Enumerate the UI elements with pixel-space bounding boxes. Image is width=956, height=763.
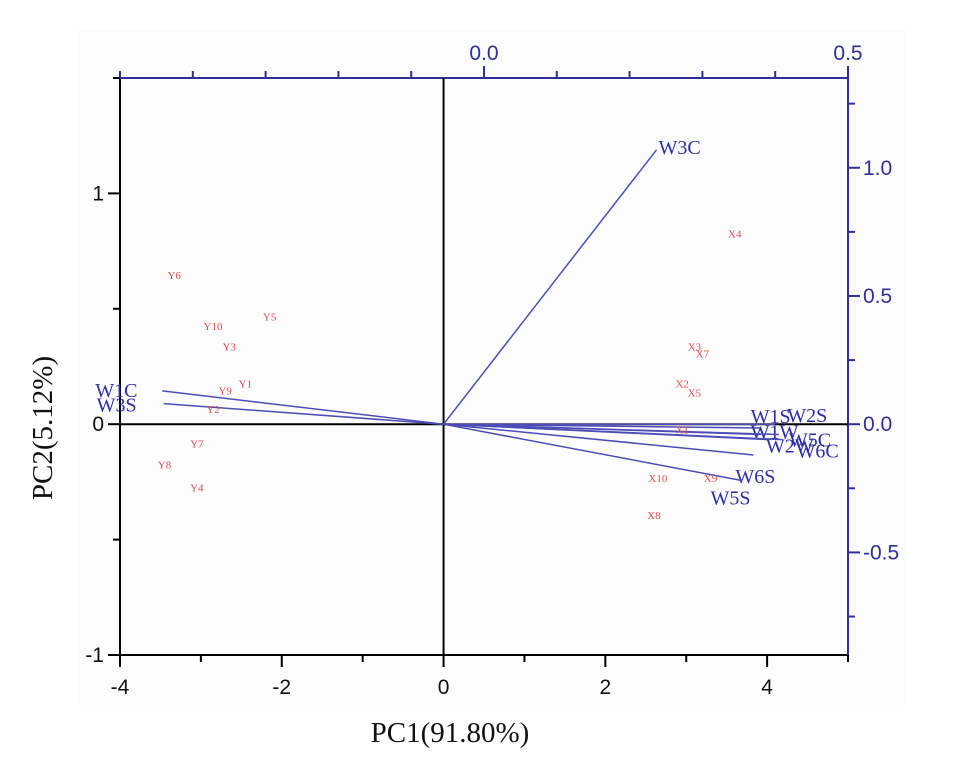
x-tick-label: -4 [111, 676, 130, 699]
y-axis-title: PC2(5.12%) [27, 356, 59, 500]
loading-label: W2W [766, 436, 814, 458]
score-label: Y1 [239, 378, 252, 390]
plot-background [78, 30, 906, 705]
loading-label: W6S [735, 466, 775, 488]
score-label: Y5 [263, 312, 277, 324]
loading-vector [443, 423, 779, 436]
score-label: Y3 [222, 342, 236, 354]
loading-label: W5C [789, 429, 831, 451]
right-tick-label: 0.5 [863, 285, 892, 308]
score-label: X3 [688, 342, 702, 354]
loading-vector [162, 390, 444, 425]
score-label: Y10 [204, 321, 223, 333]
loading-vector [443, 423, 743, 482]
loading-vector [443, 423, 783, 441]
loading-label: W1C [95, 380, 137, 402]
loading-label: W2S [787, 405, 827, 427]
loading-vector [443, 423, 754, 456]
score-label: X5 [688, 388, 702, 400]
right-tick-label: 1.0 [863, 157, 892, 180]
score-label: X4 [728, 228, 742, 240]
score-label: X8 [647, 510, 661, 522]
score-label: X1 [675, 425, 688, 437]
loading-label: W1S [751, 406, 791, 428]
y-tick-label: -1 [85, 644, 104, 667]
score-label: Y9 [218, 385, 232, 397]
score-label: X2 [675, 378, 688, 390]
score-label: Y2 [206, 404, 219, 416]
x-tick-label: -2 [272, 676, 291, 699]
score-label: Y8 [158, 459, 172, 471]
loading-vector [442, 149, 658, 425]
top-tick-label: 0.0 [469, 42, 498, 65]
x-tick-label: 4 [761, 676, 773, 699]
ticks-layer: -4 -2 0 2 4 -1 0 1 0.0 0.5 -0.5 0.0 0.5 1.0 [85, 42, 899, 699]
right-tick-label: 0.0 [863, 413, 892, 436]
loading-label: W3C [659, 137, 701, 159]
score-label: Y7 [190, 439, 204, 451]
score-label: Y4 [190, 482, 204, 494]
score-label: X9 [704, 473, 718, 485]
score-label: X7 [696, 348, 710, 360]
score-label: Y6 [167, 270, 181, 282]
x-axis-title: PC1(91.80%) [371, 717, 530, 749]
right-tick-label: -0.5 [863, 541, 899, 564]
x-tick-label: 2 [599, 676, 611, 699]
loading-vector [163, 402, 444, 425]
loading-label: W3S [97, 395, 137, 417]
loading-label: W5S [710, 488, 750, 510]
x-tick-label: 0 [438, 676, 450, 699]
score-label: X10 [648, 473, 667, 485]
y-tick-label: 1 [92, 182, 104, 205]
y-tick-label: 0 [92, 413, 104, 436]
top-tick-label: 0.5 [833, 42, 862, 65]
loading-label: W6C [796, 441, 838, 463]
